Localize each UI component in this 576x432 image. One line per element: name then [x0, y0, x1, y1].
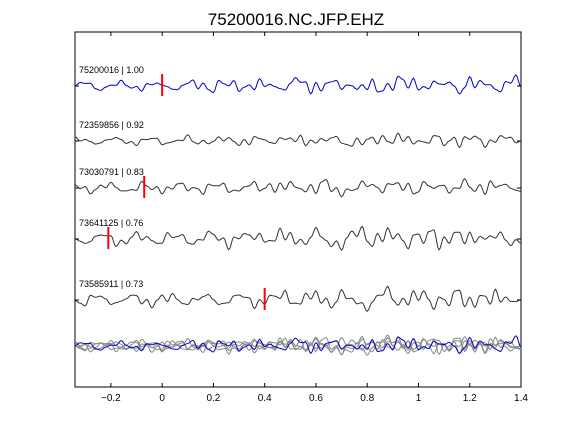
x-tick-label: −0.2 [101, 393, 121, 404]
x-tick-label: 0.8 [360, 393, 374, 404]
x-axis: −0.2 0 0.2 0.4 0.6 0.8 1 1.2 1.4 [101, 32, 528, 404]
trace-line [74, 74, 522, 95]
trace-label: 73030791 | 0.83 [79, 167, 144, 177]
x-tick-label: 1.2 [463, 393, 477, 404]
trace-line [74, 177, 522, 198]
overlay-trace-line [74, 334, 522, 356]
x-tick-label: 0.2 [206, 393, 220, 404]
x-tick-label: 0.4 [258, 393, 272, 404]
chart-title: 75200016.NC.JFP.EHZ [208, 10, 384, 29]
x-tick-label: 0 [159, 393, 165, 404]
trace-label: 75200016 | 1.00 [79, 65, 144, 75]
traces: 75200016 | 1.00 72359856 | 0.92 73030791 |… [74, 65, 522, 356]
overlay-trace-line [74, 335, 522, 355]
trace-label: 73585911 | 0.73 [79, 279, 143, 289]
overlay-trace-line [74, 335, 522, 356]
trace-line [74, 285, 522, 313]
trace-label: 72359856 | 0.92 [79, 120, 144, 130]
x-tick-label: 0.6 [309, 393, 323, 404]
trace-line [74, 132, 522, 149]
plot-frame [74, 31, 522, 388]
trace-label: 73641125 | 0.76 [79, 218, 143, 228]
x-tick-label: 1.4 [514, 393, 528, 404]
x-tick-label: 1 [416, 393, 422, 404]
trace-line [74, 225, 522, 251]
overlay-trace-line [74, 335, 522, 355]
